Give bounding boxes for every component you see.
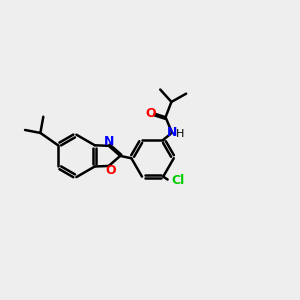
Text: H: H	[176, 129, 184, 139]
Text: O: O	[145, 107, 155, 120]
Text: N: N	[104, 136, 115, 148]
Text: O: O	[105, 164, 116, 178]
Text: Cl: Cl	[171, 174, 185, 187]
Text: N: N	[167, 126, 177, 139]
